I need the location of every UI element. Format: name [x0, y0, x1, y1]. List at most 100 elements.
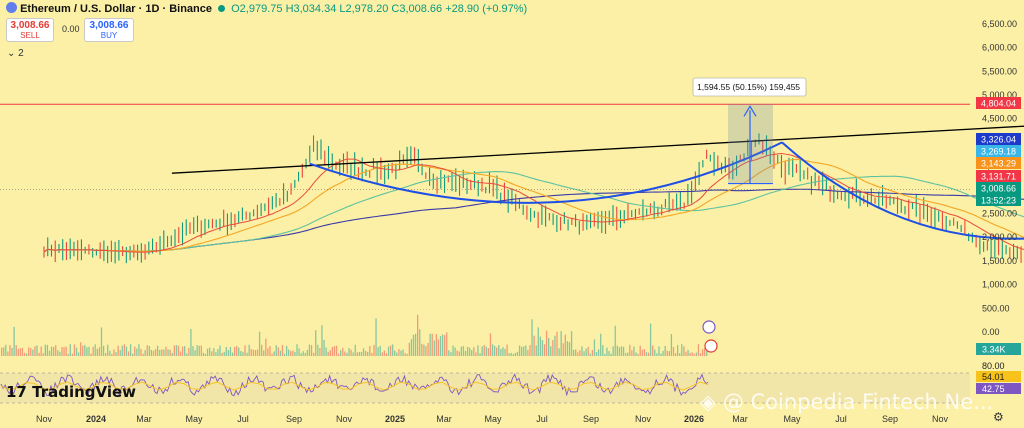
- volume-bar: [86, 347, 88, 356]
- volume-bar: [63, 347, 65, 356]
- volume-bar: [471, 349, 473, 356]
- sell-button[interactable]: 3,008.66 SELL: [6, 18, 54, 42]
- volume-bar: [408, 342, 410, 356]
- volume-bar: [136, 348, 138, 356]
- volume-bar: [485, 346, 487, 356]
- volume-bar: [656, 353, 658, 356]
- price-tick-label: 6,500.00: [982, 19, 1017, 29]
- volume-bar: [46, 344, 49, 356]
- volume-group: [1, 314, 708, 356]
- volume-bar: [550, 346, 552, 356]
- volume-bar: [271, 353, 273, 356]
- volume-bar: [80, 342, 82, 356]
- volume-bar: [231, 352, 234, 356]
- volume-bar: [412, 334, 415, 356]
- volume-bar: [379, 345, 381, 356]
- volume-bar: [616, 345, 618, 356]
- volume-bar: [670, 334, 673, 356]
- volume-bar: [681, 344, 683, 356]
- volume-bar: [194, 350, 196, 356]
- volume-bar: [558, 348, 560, 356]
- volume-bar: [161, 349, 163, 356]
- volume-bar: [704, 348, 706, 356]
- volume-bar: [244, 345, 246, 356]
- volume-bar: [57, 350, 59, 356]
- volume-bar: [433, 340, 435, 356]
- volume-bar: [608, 351, 610, 356]
- volume-bar: [40, 346, 42, 356]
- volume-bar: [452, 345, 454, 356]
- volume-bar: [396, 352, 398, 356]
- price-label-badge: 3,143.29: [976, 157, 1021, 169]
- volume-bar: [356, 352, 358, 356]
- volume-bar: [672, 346, 675, 356]
- volume-bar: [389, 345, 392, 356]
- volume-bar: [269, 346, 271, 356]
- settings-gear-icon[interactable]: ⚙: [993, 410, 1004, 424]
- price-label-bg: [976, 145, 1021, 157]
- volume-bar: [527, 349, 529, 356]
- volume-bar: [435, 334, 438, 356]
- volume-bar: [188, 347, 190, 356]
- volume-bar: [279, 350, 282, 356]
- volume-bar: [633, 346, 635, 356]
- volume-bar: [622, 346, 625, 356]
- volume-bar: [695, 352, 698, 356]
- price-label-badge: 3,008.66: [976, 182, 1021, 194]
- volume-bar: [288, 349, 290, 356]
- volume-bar: [458, 351, 460, 356]
- volume-bar: [50, 346, 53, 356]
- volume-bar: [570, 331, 573, 356]
- volume-bar: [629, 344, 631, 356]
- volume-bar: [597, 349, 600, 356]
- ohlc-close: C3,008.66: [391, 3, 443, 15]
- volume-bar: [677, 345, 679, 356]
- volume-bar: [600, 333, 602, 356]
- volume-bar: [496, 347, 498, 356]
- price-label-text: 3,269.18: [981, 147, 1016, 157]
- volume-bar: [148, 345, 150, 356]
- volume-bar: [693, 353, 695, 356]
- status-dot-icon: [218, 5, 226, 12]
- volume-bar: [256, 349, 259, 356]
- volume-bar: [335, 345, 338, 356]
- volume-bar: [699, 353, 702, 356]
- buy-button[interactable]: 3,008.66 BUY: [84, 18, 134, 42]
- time-tick-label: Sep: [583, 414, 599, 424]
- volume-bar: [294, 352, 296, 356]
- volume-bar: [516, 351, 519, 356]
- volume-bar: [645, 352, 648, 356]
- volume-bar: [84, 344, 86, 356]
- volume-bar: [417, 314, 419, 356]
- volume-bar: [658, 346, 660, 356]
- volume-bar: [585, 348, 587, 356]
- volume-bar: [502, 347, 504, 356]
- indicators-toggle[interactable]: ⌄ 2: [7, 48, 24, 59]
- volume-bar: [506, 344, 508, 356]
- volume-bar: [73, 344, 76, 356]
- volume-bar: [77, 352, 80, 356]
- volume-bar: [481, 346, 483, 356]
- volume-bar: [169, 349, 171, 356]
- volume-bar: [504, 348, 506, 356]
- volume-bar: [358, 351, 361, 356]
- volume-bar: [221, 352, 223, 356]
- rsi-label-badge: 54.01: [976, 371, 1021, 382]
- price-tick-label: 1,500.00: [982, 256, 1017, 266]
- volume-bar: [654, 349, 656, 356]
- volume-bar: [292, 350, 294, 356]
- volume-bar: [308, 344, 311, 356]
- volume-bar: [65, 346, 67, 356]
- volume-bar: [100, 327, 103, 356]
- price-label-bg: [976, 133, 1021, 145]
- volume-bar: [606, 347, 608, 356]
- volume-bar: [113, 349, 115, 356]
- volume-bar: [319, 348, 321, 356]
- volume-bar: [219, 345, 221, 356]
- volume-bar: [444, 335, 446, 356]
- ohlc-change: +28.90 (+0.97%): [445, 3, 528, 15]
- volume-bar: [381, 352, 383, 356]
- volume-bar: [238, 347, 240, 356]
- volume-bar: [306, 349, 309, 356]
